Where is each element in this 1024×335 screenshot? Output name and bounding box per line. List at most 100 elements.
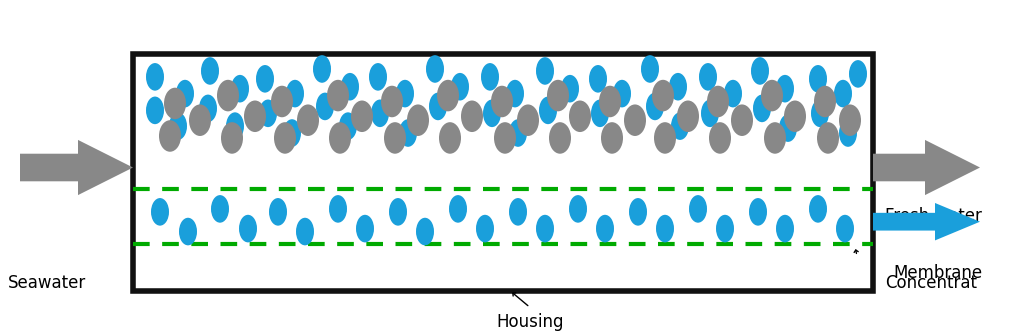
Ellipse shape [201, 57, 219, 85]
Ellipse shape [297, 105, 319, 136]
Ellipse shape [656, 215, 674, 243]
Ellipse shape [547, 80, 569, 111]
Ellipse shape [761, 80, 783, 111]
Ellipse shape [271, 86, 293, 117]
Ellipse shape [231, 75, 249, 103]
Ellipse shape [437, 80, 459, 111]
Ellipse shape [259, 99, 278, 127]
Ellipse shape [811, 99, 829, 127]
Ellipse shape [313, 55, 331, 83]
Ellipse shape [624, 105, 646, 136]
Ellipse shape [481, 63, 499, 91]
Ellipse shape [329, 122, 351, 154]
Ellipse shape [836, 215, 854, 243]
Ellipse shape [351, 100, 373, 132]
Ellipse shape [286, 80, 304, 108]
Ellipse shape [407, 105, 429, 136]
Ellipse shape [591, 99, 609, 127]
Ellipse shape [776, 215, 794, 243]
Ellipse shape [569, 100, 591, 132]
Ellipse shape [561, 75, 579, 103]
Ellipse shape [677, 100, 699, 132]
Ellipse shape [389, 198, 407, 226]
Ellipse shape [439, 122, 461, 154]
Ellipse shape [601, 122, 623, 154]
Ellipse shape [613, 80, 631, 108]
Ellipse shape [539, 96, 557, 124]
Ellipse shape [396, 80, 414, 108]
Ellipse shape [327, 80, 349, 111]
Ellipse shape [283, 119, 301, 147]
Ellipse shape [652, 80, 674, 111]
Ellipse shape [226, 112, 244, 140]
Ellipse shape [814, 86, 836, 117]
Ellipse shape [176, 80, 194, 108]
Ellipse shape [549, 122, 571, 154]
Ellipse shape [724, 80, 742, 108]
Ellipse shape [809, 65, 827, 92]
Text: Membrane: Membrane [893, 264, 982, 282]
Ellipse shape [707, 86, 729, 117]
Ellipse shape [701, 99, 719, 127]
Ellipse shape [429, 92, 447, 120]
Ellipse shape [753, 94, 771, 122]
Ellipse shape [494, 122, 516, 154]
Ellipse shape [646, 92, 664, 120]
Ellipse shape [751, 57, 769, 85]
Ellipse shape [399, 119, 417, 147]
Ellipse shape [217, 80, 239, 111]
Text: Concentrat: Concentrat [885, 274, 977, 292]
Ellipse shape [784, 100, 806, 132]
Ellipse shape [211, 195, 229, 223]
Ellipse shape [817, 122, 839, 154]
Ellipse shape [371, 99, 389, 127]
Ellipse shape [689, 195, 707, 223]
Ellipse shape [834, 80, 852, 108]
Ellipse shape [716, 215, 734, 243]
Ellipse shape [536, 57, 554, 85]
Ellipse shape [839, 105, 861, 136]
Text: Housing: Housing [497, 313, 564, 331]
Ellipse shape [839, 119, 857, 147]
Ellipse shape [476, 215, 494, 243]
Ellipse shape [146, 96, 164, 124]
Text: Fresh water: Fresh water [885, 207, 982, 225]
Ellipse shape [199, 94, 217, 122]
Ellipse shape [596, 215, 614, 243]
Ellipse shape [749, 198, 767, 226]
Ellipse shape [509, 198, 527, 226]
Ellipse shape [274, 122, 296, 154]
Ellipse shape [599, 86, 621, 117]
Ellipse shape [536, 215, 554, 243]
Ellipse shape [461, 100, 483, 132]
Ellipse shape [169, 112, 187, 140]
Ellipse shape [384, 122, 406, 154]
Ellipse shape [341, 73, 359, 100]
Ellipse shape [490, 86, 513, 117]
Polygon shape [20, 140, 133, 195]
Ellipse shape [151, 198, 169, 226]
Ellipse shape [179, 218, 197, 245]
Ellipse shape [329, 195, 347, 223]
Ellipse shape [239, 215, 257, 243]
Ellipse shape [641, 55, 659, 83]
Polygon shape [873, 203, 980, 241]
Ellipse shape [569, 195, 587, 223]
Ellipse shape [221, 122, 243, 154]
Ellipse shape [316, 92, 334, 120]
Text: Seawater: Seawater [8, 274, 86, 292]
Ellipse shape [339, 112, 357, 140]
Ellipse shape [589, 65, 607, 92]
Bar [133, 54, 873, 291]
Ellipse shape [699, 63, 717, 91]
Ellipse shape [509, 119, 527, 147]
Ellipse shape [483, 99, 501, 127]
Ellipse shape [269, 198, 287, 226]
Ellipse shape [449, 195, 467, 223]
Polygon shape [873, 140, 980, 195]
Ellipse shape [426, 55, 444, 83]
Ellipse shape [669, 73, 687, 100]
Ellipse shape [146, 63, 164, 91]
Ellipse shape [356, 215, 374, 243]
Ellipse shape [381, 86, 403, 117]
